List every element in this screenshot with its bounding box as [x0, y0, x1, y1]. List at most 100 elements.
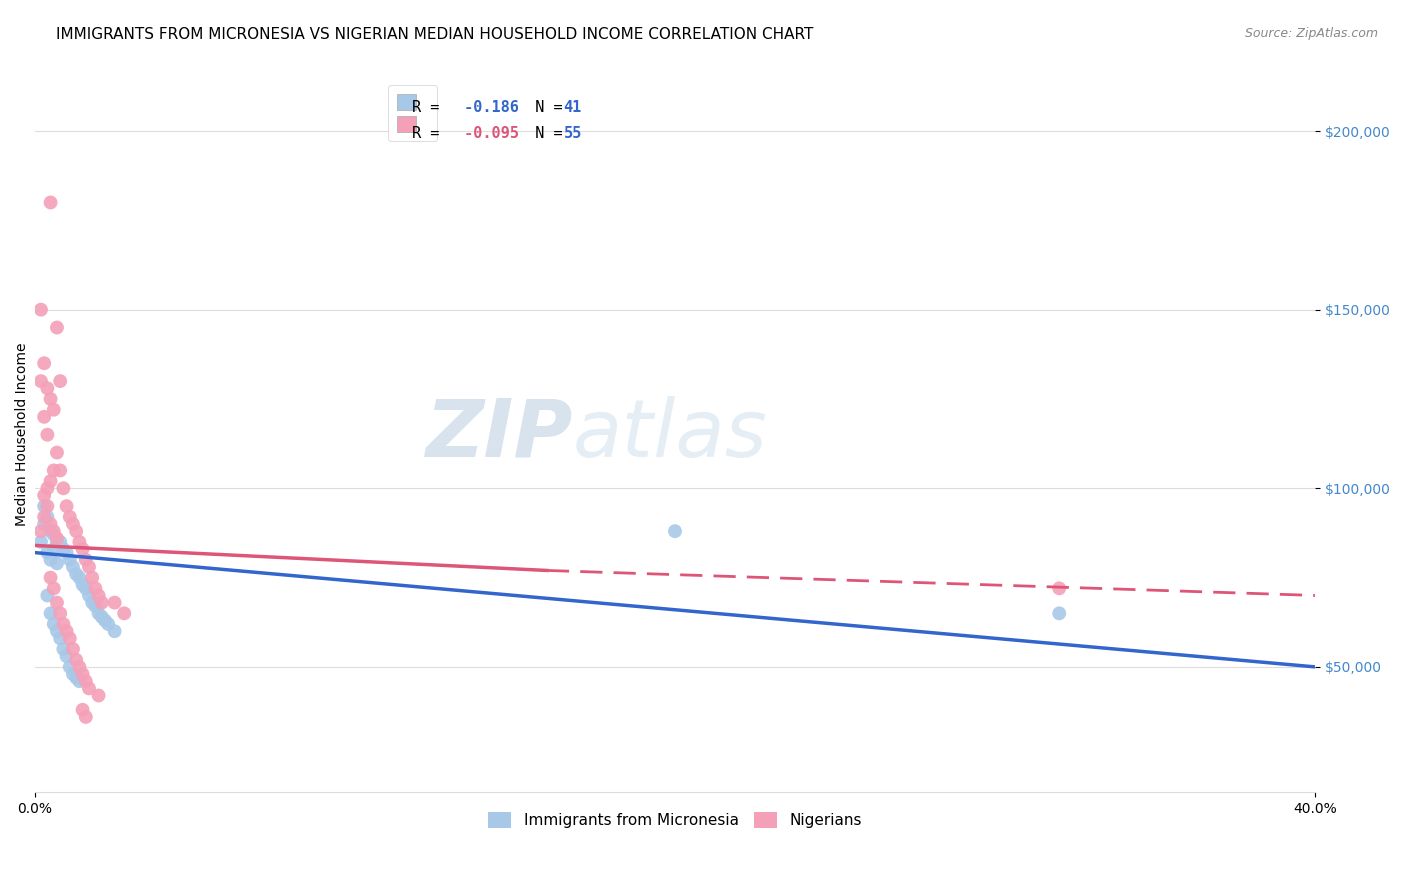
- Point: [52, 642, 75, 657]
- Point: [82, 596, 104, 610]
- Y-axis label: Median Household Income: Median Household Income: [15, 343, 30, 526]
- Point: [55, 546, 77, 560]
- Legend: Immigrants from Micronesia, Nigerians: Immigrants from Micronesia, Nigerians: [482, 806, 868, 834]
- Point: [30, 302, 52, 317]
- Point: [87, 589, 110, 603]
- Point: [39, 474, 62, 488]
- Point: [46, 320, 69, 334]
- Point: [46, 624, 69, 639]
- Text: Source: ZipAtlas.com: Source: ZipAtlas.com: [1244, 27, 1378, 40]
- Text: 41: 41: [564, 100, 582, 115]
- Point: [75, 582, 97, 596]
- Text: N =: N =: [517, 127, 572, 142]
- Point: [46, 531, 69, 545]
- Point: [62, 642, 84, 657]
- Point: [62, 516, 84, 531]
- Point: [37, 589, 59, 603]
- Point: [75, 674, 97, 689]
- Point: [49, 534, 72, 549]
- Point: [59, 553, 82, 567]
- Point: [72, 667, 94, 681]
- Point: [42, 527, 65, 541]
- Text: R =: R =: [412, 127, 449, 142]
- Point: [55, 649, 77, 664]
- Text: atlas: atlas: [572, 396, 768, 474]
- Point: [42, 541, 65, 556]
- Point: [65, 671, 87, 685]
- Point: [52, 541, 75, 556]
- Point: [39, 195, 62, 210]
- Point: [72, 578, 94, 592]
- Text: -0.186: -0.186: [454, 100, 519, 115]
- Text: IMMIGRANTS FROM MICRONESIA VS NIGERIAN MEDIAN HOUSEHOLD INCOME CORRELATION CHART: IMMIGRANTS FROM MICRONESIA VS NIGERIAN M…: [56, 27, 814, 42]
- Point: [67, 660, 90, 674]
- Text: R =: R =: [412, 100, 449, 115]
- Point: [67, 674, 90, 689]
- Point: [42, 524, 65, 538]
- Point: [62, 560, 84, 574]
- Point: [112, 607, 135, 621]
- Point: [77, 560, 100, 574]
- Text: N =: N =: [517, 100, 572, 115]
- Text: 55: 55: [564, 127, 582, 142]
- Point: [32, 356, 55, 370]
- Point: [52, 481, 75, 495]
- Point: [65, 653, 87, 667]
- Point: [77, 681, 100, 696]
- Point: [77, 589, 100, 603]
- Point: [67, 534, 90, 549]
- Point: [97, 617, 120, 632]
- Point: [42, 463, 65, 477]
- Point: [42, 402, 65, 417]
- Point: [46, 445, 69, 459]
- Point: [37, 499, 59, 513]
- Point: [84, 582, 107, 596]
- Point: [75, 553, 97, 567]
- Point: [49, 632, 72, 646]
- Text: -0.095: -0.095: [454, 127, 519, 142]
- Point: [42, 617, 65, 632]
- Point: [104, 624, 127, 639]
- Point: [32, 516, 55, 531]
- Point: [94, 614, 117, 628]
- Point: [59, 632, 82, 646]
- Point: [59, 660, 82, 674]
- Point: [90, 610, 112, 624]
- Point: [37, 381, 59, 395]
- Point: [37, 509, 59, 524]
- Point: [52, 617, 75, 632]
- Point: [90, 596, 112, 610]
- Point: [87, 689, 110, 703]
- Point: [75, 710, 97, 724]
- Point: [67, 571, 90, 585]
- Point: [84, 599, 107, 614]
- Point: [32, 488, 55, 502]
- Point: [49, 607, 72, 621]
- Point: [104, 596, 127, 610]
- Point: [62, 667, 84, 681]
- Point: [30, 524, 52, 538]
- Point: [59, 509, 82, 524]
- Point: [32, 509, 55, 524]
- Point: [37, 546, 59, 560]
- Point: [46, 534, 69, 549]
- Point: [55, 499, 77, 513]
- Point: [37, 481, 59, 495]
- Point: [87, 607, 110, 621]
- Point: [664, 524, 686, 538]
- Point: [42, 582, 65, 596]
- Point: [72, 541, 94, 556]
- Point: [39, 516, 62, 531]
- Point: [30, 374, 52, 388]
- Point: [82, 571, 104, 585]
- Point: [1047, 607, 1070, 621]
- Point: [49, 374, 72, 388]
- Point: [1047, 582, 1070, 596]
- Point: [39, 553, 62, 567]
- Point: [65, 524, 87, 538]
- Point: [39, 524, 62, 538]
- Point: [72, 703, 94, 717]
- Point: [39, 571, 62, 585]
- Point: [46, 557, 69, 571]
- Point: [32, 499, 55, 513]
